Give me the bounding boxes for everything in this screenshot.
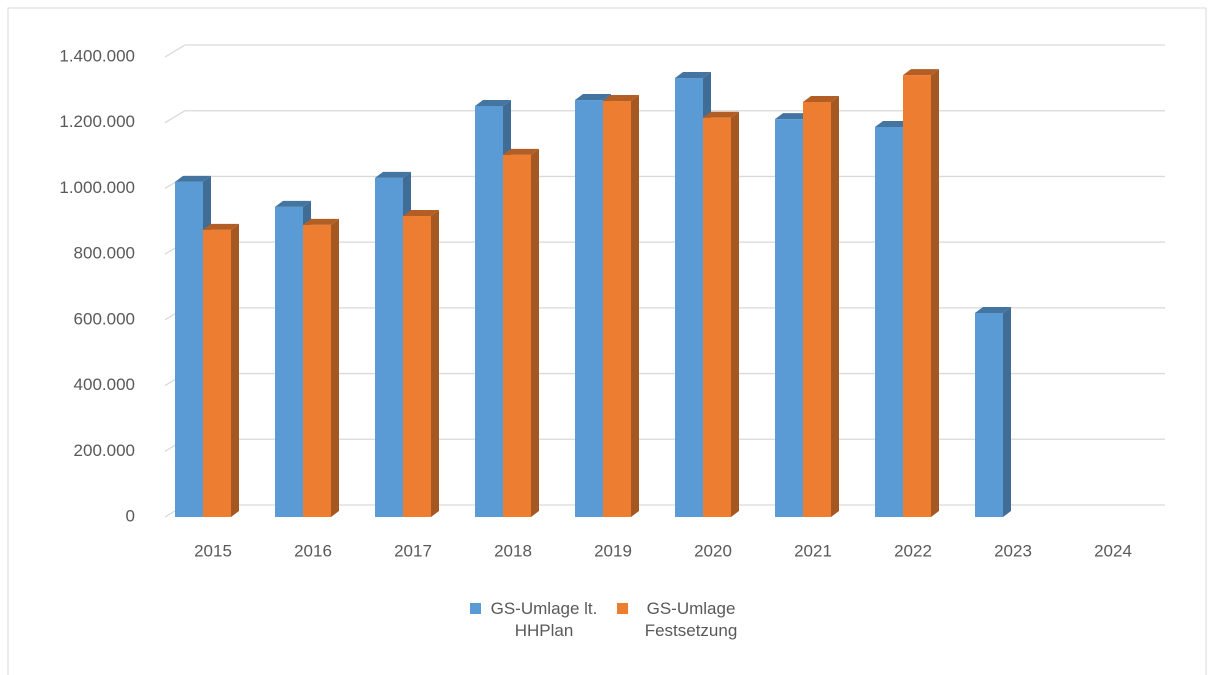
- y-tick-label: 600.000: [74, 309, 135, 328]
- bar: [875, 126, 903, 517]
- bar-side: [431, 210, 439, 517]
- legend-item: GS-Umlage lt. HHPlan: [470, 598, 603, 642]
- bar: [275, 206, 303, 518]
- x-tick-label: 2017: [394, 541, 432, 560]
- x-tick-label: 2021: [794, 541, 832, 560]
- legend-label: GS-Umlage lt. HHPlan: [490, 599, 598, 640]
- bar-side: [631, 95, 639, 518]
- y-tick-label: 200.000: [74, 441, 135, 460]
- chart-border: [7, 7, 1207, 675]
- bar-top: [203, 223, 239, 230]
- grid-line: [164, 175, 1165, 189]
- y-tick-label: 1.400.000: [59, 46, 135, 65]
- x-tick-label: 2023: [994, 541, 1032, 560]
- bar-top: [975, 306, 1011, 313]
- bar-side: [331, 218, 339, 517]
- x-tick-label: 2015: [194, 541, 232, 560]
- bar-top: [475, 99, 511, 106]
- bar: [903, 75, 931, 518]
- grid-line: [164, 110, 1165, 124]
- bar: [975, 312, 1003, 517]
- bar-side: [231, 223, 239, 518]
- bar-side: [531, 148, 539, 517]
- bar: [803, 102, 831, 517]
- x-tick-label: 2016: [294, 541, 332, 560]
- bar-top: [503, 148, 539, 155]
- bar-top: [275, 200, 311, 207]
- y-tick-label: 1.200.000: [59, 112, 135, 131]
- legend-swatch: [617, 603, 628, 614]
- bar-top: [403, 210, 439, 217]
- bar: [475, 105, 503, 517]
- bar-side: [731, 111, 739, 518]
- bar: [403, 216, 431, 517]
- legend: GS-Umlage lt. HHPlan GS-Umlage Festsetzun…: [470, 598, 764, 642]
- x-tick-label: 2019: [594, 541, 632, 560]
- bar-top: [903, 69, 939, 76]
- x-tick-label: 2018: [494, 541, 532, 560]
- bar-top: [303, 218, 339, 225]
- y-tick-label: 0: [126, 506, 135, 525]
- bar-side: [931, 69, 939, 518]
- bar-top: [375, 171, 411, 178]
- x-tick-label: 2022: [894, 541, 932, 560]
- bar: [175, 181, 203, 517]
- y-tick-label: 400.000: [74, 375, 135, 394]
- legend-item: GS-Umlage Festsetzung: [617, 598, 750, 642]
- bar-top: [175, 175, 211, 182]
- legend-swatch: [470, 603, 481, 614]
- bar: [203, 229, 231, 518]
- y-tick-label: 800.000: [74, 244, 135, 263]
- legend-label: GS-Umlage Festsetzung: [644, 599, 738, 640]
- bar: [375, 177, 403, 517]
- bar-top: [775, 113, 811, 120]
- bar: [703, 117, 731, 518]
- y-tick-label: 1.000.000: [59, 178, 135, 197]
- bar-top: [575, 94, 611, 101]
- bar-top: [875, 120, 911, 127]
- grid-line: [164, 44, 1165, 58]
- bar-side: [1003, 306, 1011, 517]
- x-tick-label: 2020: [694, 541, 732, 560]
- bar-side: [831, 96, 839, 517]
- bar-top: [803, 96, 839, 103]
- bar: [603, 101, 631, 518]
- bar: [775, 119, 803, 517]
- bar: [303, 224, 331, 517]
- bar: [575, 100, 603, 518]
- x-tick-label: 2024: [1094, 541, 1132, 560]
- bar-top: [603, 95, 639, 102]
- bar-top: [675, 72, 711, 79]
- bar: [503, 154, 531, 517]
- bar-top: [703, 111, 739, 118]
- bar: [675, 78, 703, 518]
